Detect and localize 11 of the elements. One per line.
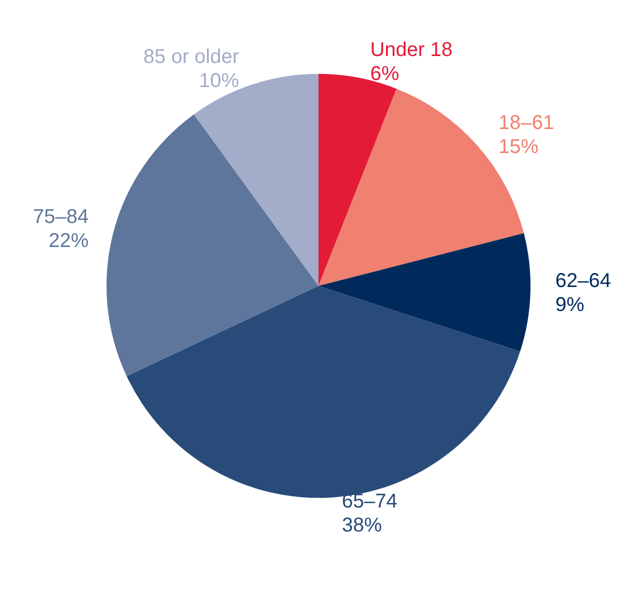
slice-label: 62–64 <box>555 270 612 292</box>
data-label: 38% <box>342 514 382 536</box>
slice-label: 85 or older <box>143 46 240 68</box>
slice-label: 18–61 <box>498 112 554 134</box>
data-label: 22% <box>48 230 89 252</box>
data-label: 6% <box>370 62 400 85</box>
data-label: 9% <box>555 294 585 316</box>
slice-label: 75–84 <box>33 206 89 228</box>
data-label: 15% <box>498 136 539 158</box>
data-label: 10% <box>199 70 240 92</box>
slice-label: Under 18 <box>370 38 453 61</box>
